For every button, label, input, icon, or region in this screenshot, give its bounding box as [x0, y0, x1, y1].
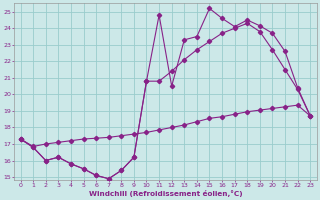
X-axis label: Windchill (Refroidissement éolien,°C): Windchill (Refroidissement éolien,°C): [89, 190, 242, 197]
